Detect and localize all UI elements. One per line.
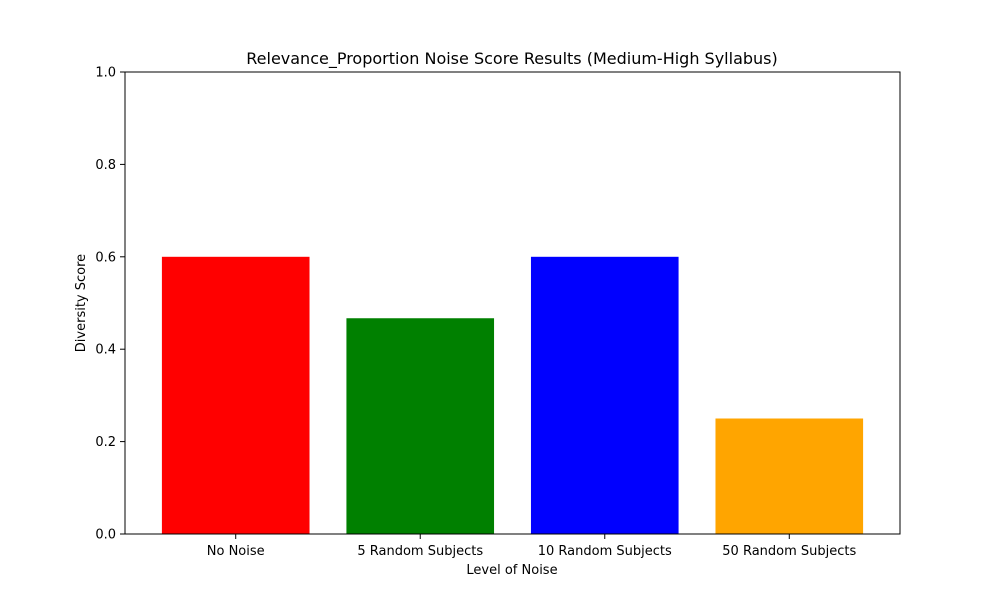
bar-50-random-subjects (715, 418, 864, 534)
y-tick-label: 0.2 (95, 435, 116, 450)
x-tick-label: 5 Random Subjects (357, 544, 483, 559)
y-axis: 0.0 0.2 0.4 0.6 0.8 1.0 (95, 66, 125, 543)
bar-no-noise (161, 256, 310, 534)
bar-5-random-subjects (346, 318, 495, 534)
y-tick-label: 0.0 (95, 528, 116, 543)
chart-title: Relevance_Proportion Noise Score Results… (246, 49, 778, 69)
x-tick-label: 50 Random Subjects (722, 544, 856, 559)
y-tick-label: 0.4 (95, 343, 116, 358)
x-tick-label: 10 Random Subjects (538, 544, 672, 559)
bars-layer (161, 256, 864, 534)
y-tick-label: 0.8 (95, 158, 116, 173)
y-tick-label: 1.0 (95, 66, 116, 81)
x-tick-label: No Noise (207, 544, 265, 559)
x-axis-label: Level of Noise (466, 563, 557, 578)
y-axis-label: Diversity Score (74, 254, 89, 352)
plot-frame (124, 71, 901, 535)
bar-10-random-subjects (530, 256, 679, 534)
y-tick-label: 0.6 (95, 250, 116, 265)
x-axis: No Noise 5 Random Subjects 10 Random Subje… (207, 534, 857, 559)
